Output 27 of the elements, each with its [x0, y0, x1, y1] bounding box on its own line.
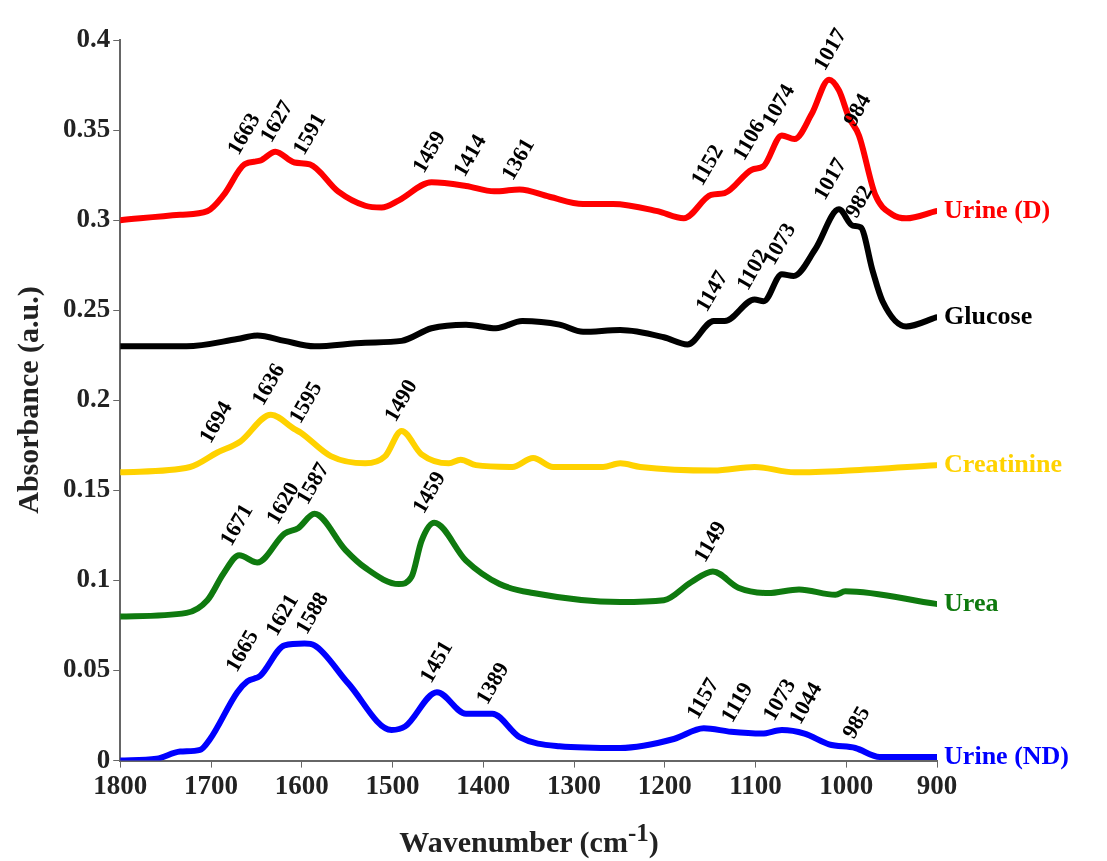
x-tick-label: 1200	[637, 769, 692, 800]
x-tick-label: 1000	[819, 769, 874, 800]
series-label: Urine (ND)	[944, 740, 1070, 770]
x-tick-label: 900	[916, 769, 958, 800]
x-tick-label: 1100	[729, 769, 782, 800]
x-axis-title: Wavenumber (cm$^{-1}$)	[398, 819, 660, 859]
series-label: Creatinine	[944, 448, 1063, 478]
series-label: Urea	[944, 587, 999, 617]
x-tick-label: 1400	[456, 769, 511, 800]
y-tick-label: 0.35	[63, 113, 111, 144]
x-tick-label: 1500	[365, 769, 420, 800]
x-tick-label: 1300	[547, 769, 601, 800]
y-tick-label: 0.15	[63, 473, 111, 504]
annotation: 985	[836, 701, 875, 743]
y-tick-label: 0.3	[76, 203, 111, 234]
y-tick-label: 0.1	[76, 563, 111, 594]
y-tick-label: 0.2	[76, 383, 111, 414]
series-label: Urine (D)	[944, 194, 1051, 224]
annotation: 984	[837, 88, 876, 130]
y-tick-label: 0.4	[76, 22, 111, 53]
y-axis-title: Absorbance (a.u.)	[11, 286, 45, 514]
annotation: 982	[839, 180, 878, 222]
x-tick-label: 1700	[184, 769, 238, 800]
y-tick-label: 0.05	[63, 653, 111, 684]
x-tick-label: 1600	[274, 769, 329, 800]
y-tick-label: 0.25	[63, 293, 111, 324]
series-label: Glucose	[944, 301, 1033, 331]
